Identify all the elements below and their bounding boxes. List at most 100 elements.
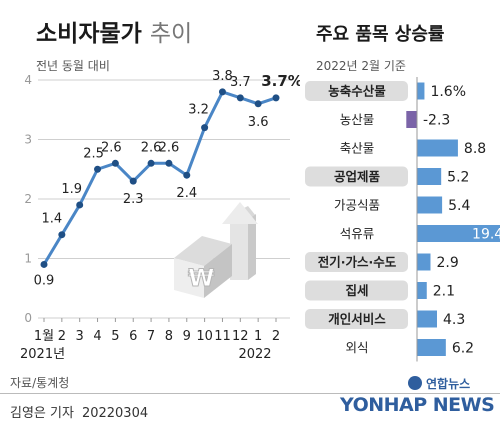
won-arrow-illustration: ₩ xyxy=(174,202,258,298)
bar-value-label: 4.3 xyxy=(443,312,465,328)
category-highlight xyxy=(305,309,408,329)
bar-value-label: 2.1 xyxy=(433,284,455,300)
bar xyxy=(417,196,443,214)
bar-value-label: 5.2 xyxy=(447,170,469,186)
line-point xyxy=(40,260,48,268)
footer-divider xyxy=(0,393,500,394)
y-tick-label: 3 xyxy=(24,133,32,147)
reporter: 김영은 기자 xyxy=(10,406,74,421)
x-tick-label: 12 xyxy=(232,329,249,344)
x-tick-label: 2 xyxy=(272,329,280,344)
bar-value-label: 19.4 xyxy=(472,227,500,243)
year-label-2022: 2022 xyxy=(238,347,271,362)
x-tick-label: 1 xyxy=(254,329,262,344)
line-chart-grid: 0 1 2 3 4 xyxy=(24,73,290,325)
point-value-label: 2.3 xyxy=(123,192,144,207)
year-label-2021: 2021년 xyxy=(20,347,65,362)
x-tick-label: 10 xyxy=(196,329,213,344)
point-value-label: 2.6 xyxy=(141,140,162,155)
yonhap-logo-korean: 연합뉴스 xyxy=(426,376,470,391)
y-tick-label: 4 xyxy=(24,73,32,87)
category-label: 공업제품 xyxy=(334,169,381,184)
category-label: 축산물 xyxy=(340,141,375,156)
point-value-label: 3.6 xyxy=(248,115,269,130)
bar xyxy=(406,111,417,128)
category-highlight xyxy=(305,280,408,301)
point-value-label: 3.2 xyxy=(188,103,209,118)
x-tick-label: 8 xyxy=(165,329,173,344)
line-point xyxy=(76,201,84,209)
category-label: 가공식품 xyxy=(334,198,380,213)
point-value-label: 0.9 xyxy=(34,273,55,288)
point-value-label: 2.4 xyxy=(176,186,197,201)
credit: 김영은 기자 20220304 xyxy=(10,402,148,421)
point-value-label: 1.9 xyxy=(61,182,82,197)
x-tick-label: 3 xyxy=(76,329,84,344)
chart-title-main: 소비자물가 xyxy=(36,21,142,47)
point-value-label: 3.7 xyxy=(230,75,251,90)
line-point xyxy=(165,159,173,167)
point-value-label: 1.4 xyxy=(42,212,63,227)
line-x-axis-labels: 1월 2 3 4 5 6 7 8 9 10 11 12 1 2 xyxy=(34,318,280,344)
chart-title-suffix: 추이 xyxy=(149,21,193,47)
bar xyxy=(417,253,431,271)
line-point xyxy=(147,159,155,167)
x-tick-label: 6 xyxy=(129,329,137,344)
x-tick-label: 9 xyxy=(183,329,191,344)
line-point xyxy=(111,159,119,167)
line-point xyxy=(236,94,244,102)
bar-chart-subtitle: 2022년 2월 기준 xyxy=(316,59,406,73)
x-tick-label: 2 xyxy=(58,329,66,344)
line-point xyxy=(183,171,191,179)
bar-value-label: 8.8 xyxy=(464,141,486,157)
bar xyxy=(417,139,458,157)
category-label: 농축수산물 xyxy=(328,84,386,99)
line-point xyxy=(254,100,262,108)
y-tick-label: 2 xyxy=(24,192,32,206)
bar-value-label: 2.9 xyxy=(436,255,458,271)
line-points: 0.91.41.92.52.62.32.62.62.43.23.83.73.63… xyxy=(34,69,300,289)
bar xyxy=(417,168,442,185)
bar xyxy=(417,282,427,299)
category-label: 외식 xyxy=(345,340,368,355)
bar xyxy=(417,339,446,356)
point-value-label: 2.6 xyxy=(159,140,180,155)
chart-title: 소비자물가 추이 xyxy=(36,14,192,48)
line-point xyxy=(58,231,66,239)
category-highlight xyxy=(305,252,408,272)
source-note: 자료/통계청 xyxy=(10,376,70,390)
category-highlight xyxy=(305,166,408,187)
bar-chart: 농축수산물 1.6% 농산물 -2.3 축산물 8.8 공업제품 5.2 가공식품 5.4 석유류 1… xyxy=(305,77,500,362)
svg-text:₩: ₩ xyxy=(188,264,215,292)
point-value-label: 3.8 xyxy=(212,69,233,84)
category-label: 전기·가스·수도 xyxy=(318,255,397,270)
line-point xyxy=(218,88,226,96)
category-label: 석유류 xyxy=(340,226,375,241)
x-tick-label: 1월 xyxy=(34,329,54,344)
unit-note: 전년 동월 대비 xyxy=(36,59,110,73)
category-label: 개인서비스 xyxy=(328,312,386,327)
bar-value-label: 1.6% xyxy=(430,84,466,100)
y-tick-label: 1 xyxy=(24,252,32,266)
point-value-label: 3.7% xyxy=(261,72,300,90)
yonhap-logo-icon xyxy=(408,376,422,390)
bar xyxy=(417,225,500,242)
bar xyxy=(417,310,437,328)
x-tick-label: 11 xyxy=(214,329,231,344)
bar-value-label: 5.4 xyxy=(448,198,470,214)
line-point xyxy=(272,94,280,102)
publish-date: 20220304 xyxy=(81,406,149,421)
yonhap-logo: 연합뉴스 YONHAP NEWS xyxy=(339,376,495,416)
bar xyxy=(417,82,425,100)
yonhap-logo-english: YONHAP NEWS xyxy=(339,394,494,416)
point-value-label: 2.6 xyxy=(101,140,122,155)
x-tick-label: 5 xyxy=(111,329,119,344)
category-label: 농산물 xyxy=(340,112,375,127)
bar-value-label: -2.3 xyxy=(423,113,450,129)
category-highlight xyxy=(305,81,408,101)
line-point xyxy=(94,165,102,173)
line-point xyxy=(201,124,209,132)
point-value-label: 2.5 xyxy=(83,146,104,161)
bar-value-label: 6.2 xyxy=(452,341,474,357)
